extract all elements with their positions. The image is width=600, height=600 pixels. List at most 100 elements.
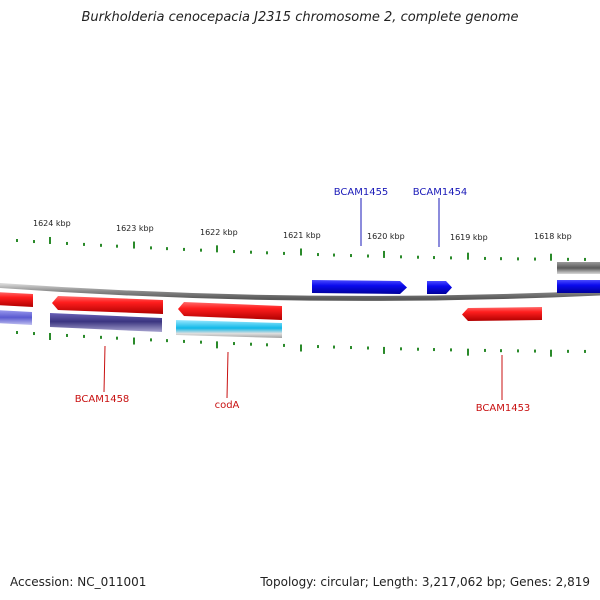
minor-tick [417, 347, 419, 351]
gene-label-coda[interactable]: codA [215, 400, 240, 411]
minor-tick [16, 239, 18, 243]
gene-label-bcam1453[interactable]: BCAM1453 [476, 403, 531, 414]
minor-tick [484, 348, 486, 352]
minor-tick [534, 257, 536, 261]
minor-tick [100, 335, 102, 339]
minor-tick [317, 345, 319, 349]
minor-tick [200, 340, 202, 344]
kbp-scale-labels: 1624 kbp 1623 kbp 1622 kbp 1621 kbp 1620… [33, 219, 572, 242]
major-tick [550, 349, 552, 357]
gene-label-bcam1458[interactable]: BCAM1458 [75, 394, 130, 405]
gene-bcam1455-arrow[interactable] [312, 280, 407, 294]
major-tick [383, 250, 385, 258]
minor-tick [266, 343, 268, 347]
minor-tick [584, 257, 586, 261]
gene-bcam1454-arrow[interactable] [427, 281, 452, 294]
kbp-label: 1623 kbp [116, 224, 154, 233]
gene-label-bcam1454[interactable]: BCAM1454 [413, 187, 468, 198]
gene-coda-block[interactable] [176, 320, 282, 338]
minor-tick [83, 242, 85, 246]
minor-tick [484, 256, 486, 260]
minor-tick [400, 347, 402, 351]
minor-tick [33, 332, 35, 336]
minor-tick [100, 243, 102, 247]
gray-feature-block[interactable] [557, 262, 600, 274]
gene-label-bcam1455[interactable]: BCAM1455 [334, 187, 389, 198]
minor-tick [150, 338, 152, 342]
accession-text: Accession: NC_011001 [10, 575, 147, 589]
minor-tick [450, 348, 452, 352]
navy-feature-block[interactable] [50, 313, 162, 332]
major-tick [300, 248, 302, 256]
genome-summary-text: Topology: circular; Length: 3,217,062 bp… [260, 575, 590, 589]
minor-tick [266, 251, 268, 255]
minor-tick [500, 349, 502, 353]
kbp-label: 1622 kbp [200, 228, 238, 237]
kbp-label: 1620 kbp [367, 232, 405, 241]
kbp-label: 1624 kbp [33, 219, 71, 228]
minor-tick [517, 257, 519, 261]
bcam1458-callout-line [103, 345, 106, 393]
minor-tick [183, 339, 185, 343]
major-tick [49, 236, 51, 244]
minor-tick [250, 250, 252, 254]
minor-tick [534, 349, 536, 353]
red-feature-block[interactable] [178, 302, 282, 320]
minor-tick [116, 244, 118, 248]
minor-tick [183, 247, 185, 251]
minor-tick [66, 333, 68, 337]
minor-tick [116, 336, 118, 340]
kbp-label: 1619 kbp [450, 233, 488, 242]
major-tick [467, 348, 469, 356]
lavender-feature-left-edge[interactable] [0, 310, 32, 325]
major-tick [383, 346, 385, 354]
minor-tick [567, 349, 569, 353]
major-tick [133, 241, 135, 249]
minor-tick [233, 250, 235, 254]
major-tick [216, 245, 218, 253]
blue-feature-block[interactable] [557, 280, 600, 293]
minor-tick [66, 241, 68, 245]
gene-bcam1458-arrow[interactable] [52, 296, 163, 314]
major-tick [550, 253, 552, 261]
minor-tick [150, 246, 152, 250]
outer-tick-marks [16, 236, 586, 261]
minor-tick [500, 257, 502, 261]
minor-tick [233, 342, 235, 346]
minor-tick [350, 346, 352, 350]
major-tick [300, 344, 302, 352]
minor-tick [333, 345, 335, 349]
minor-tick [584, 349, 586, 353]
inner-tick-marks [16, 331, 586, 357]
chromosome-backbone [0, 282, 600, 301]
major-tick [49, 332, 51, 340]
minor-tick [317, 253, 319, 257]
minor-tick [450, 256, 452, 260]
minor-tick [250, 342, 252, 346]
minor-tick [417, 255, 419, 259]
minor-tick [433, 256, 435, 260]
kbp-label: 1618 kbp [534, 232, 572, 241]
minor-tick [83, 334, 85, 338]
map-title: Burkholderia cenocepacia J2315 chromosom… [81, 10, 519, 25]
major-tick [216, 341, 218, 349]
minor-tick [283, 343, 285, 347]
minor-tick [433, 348, 435, 352]
coda-callout-line [226, 351, 229, 399]
major-tick [133, 337, 135, 345]
kbp-label: 1621 kbp [283, 231, 321, 240]
minor-tick [166, 339, 168, 343]
minor-tick [400, 255, 402, 259]
minor-tick [333, 253, 335, 257]
gene-bcam1453-arrow[interactable] [462, 307, 542, 321]
red-feature-left-edge[interactable] [0, 292, 33, 307]
minor-tick [16, 331, 18, 335]
minor-tick [367, 346, 369, 350]
minor-tick [367, 254, 369, 258]
minor-tick [350, 254, 352, 258]
minor-tick [200, 248, 202, 252]
minor-tick [166, 247, 168, 251]
major-tick [467, 252, 469, 260]
